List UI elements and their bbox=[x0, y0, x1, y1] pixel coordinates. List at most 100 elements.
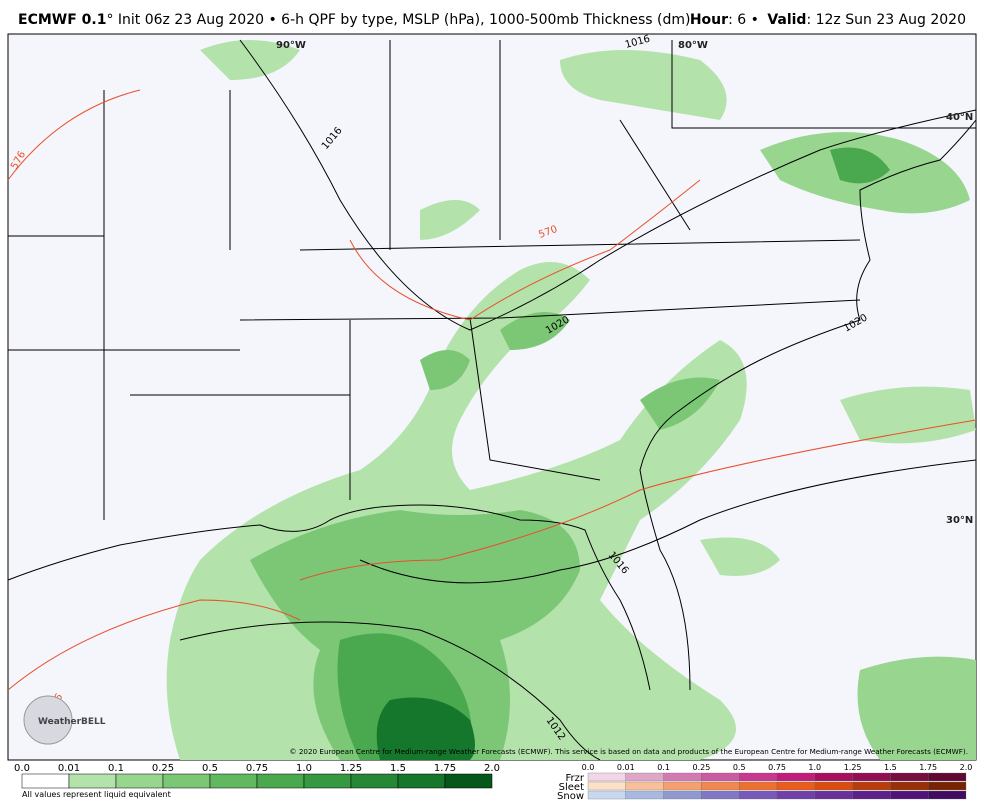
legend-row-label: Snow bbox=[557, 791, 584, 802]
legend-swatch bbox=[928, 790, 967, 800]
rain-area bbox=[640, 377, 720, 430]
legend-swatch bbox=[625, 790, 664, 800]
legend-swatch bbox=[587, 790, 626, 800]
legend-swatch bbox=[928, 781, 967, 791]
legend-swatch bbox=[776, 781, 815, 791]
legend-label: 0.75 bbox=[246, 763, 268, 774]
legend-swatch bbox=[587, 772, 626, 782]
legend-swatch bbox=[852, 790, 891, 800]
legend-swatch bbox=[444, 773, 493, 789]
valid-value: : 12z Sun 23 Aug 2020 bbox=[806, 12, 966, 28]
legend-swatch bbox=[739, 781, 778, 791]
hour-value: : 6 • bbox=[728, 12, 759, 28]
rain-area bbox=[376, 697, 475, 760]
rain-area bbox=[200, 40, 300, 80]
legend-swatch bbox=[701, 781, 740, 791]
valid-label: Valid bbox=[767, 12, 807, 28]
legend-swatch bbox=[890, 781, 929, 791]
rain-area bbox=[700, 537, 780, 576]
legend-row-label: Sleet bbox=[559, 782, 584, 793]
legend-label: 0.75 bbox=[768, 763, 786, 772]
logo: WeatherBELL bbox=[38, 717, 106, 727]
legend-swatch bbox=[209, 773, 258, 789]
rain-area bbox=[830, 147, 890, 184]
isobar bbox=[239, 39, 977, 331]
legend-swatch bbox=[663, 781, 702, 791]
legend-label: 1.0 bbox=[296, 763, 312, 774]
rain-area bbox=[857, 656, 976, 760]
thickness-line bbox=[7, 89, 977, 581]
legend-swatch bbox=[625, 781, 664, 791]
legend-label: 0.1 bbox=[108, 763, 124, 774]
legend-label: 1.5 bbox=[390, 763, 406, 774]
legend-swatch bbox=[852, 772, 891, 782]
legend-swatch bbox=[739, 772, 778, 782]
logo-globe bbox=[23, 695, 73, 745]
legend-swatch bbox=[928, 772, 967, 782]
legend-label: 2.0 bbox=[960, 763, 973, 772]
legend-label: 1.0 bbox=[808, 763, 821, 772]
legend-swatch bbox=[739, 790, 778, 800]
copyright: © 2020 European Centre for Medium-range … bbox=[289, 747, 968, 756]
legend-swatch bbox=[852, 781, 891, 791]
latitude-label: 30°N bbox=[946, 515, 973, 526]
legend-swatch bbox=[625, 772, 664, 782]
legend-label: 0.5 bbox=[202, 763, 218, 774]
legend-swatch bbox=[776, 772, 815, 782]
run-description: ° Init 06z 23 Aug 2020 • 6-h QPF by type… bbox=[106, 12, 691, 28]
legend-label: 1.25 bbox=[844, 763, 862, 772]
legend-label: 1.75 bbox=[434, 763, 456, 774]
rain-area bbox=[420, 350, 470, 390]
legend-swatch bbox=[256, 773, 305, 789]
legend-note: All values represent liquid equivalent bbox=[22, 790, 171, 799]
legend-swatch bbox=[115, 773, 164, 789]
legend-swatch bbox=[21, 773, 70, 789]
longitude-label: 90°W bbox=[276, 40, 306, 51]
model-name: ECMWF 0.1 bbox=[18, 12, 107, 28]
legend-label: 0.0 bbox=[14, 763, 30, 774]
rain-area bbox=[560, 50, 727, 120]
legend-label: 0.0 bbox=[582, 763, 595, 772]
boundaries bbox=[7, 40, 977, 691]
legend-swatch bbox=[663, 772, 702, 782]
legend-label: 1.25 bbox=[340, 763, 362, 774]
legend-swatch bbox=[814, 772, 853, 782]
legend-swatch bbox=[162, 773, 211, 789]
legend-swatch bbox=[814, 790, 853, 800]
legend-label: 0.01 bbox=[58, 763, 80, 774]
coastline bbox=[7, 119, 977, 691]
rain-area bbox=[500, 312, 570, 350]
legend-label: 2.0 bbox=[484, 763, 500, 774]
thickness-line bbox=[7, 599, 301, 691]
legend-swatch bbox=[303, 773, 352, 789]
legend-swatch bbox=[397, 773, 446, 789]
hour-label: Hour bbox=[689, 12, 729, 28]
rain-area bbox=[250, 510, 580, 760]
longitude-label: 80°W bbox=[678, 40, 708, 51]
legend-swatch bbox=[587, 781, 626, 791]
legend-label: 0.5 bbox=[733, 763, 746, 772]
legend-swatch bbox=[701, 790, 740, 800]
legend-label: 1.75 bbox=[919, 763, 937, 772]
latitude-label: 40°N bbox=[946, 112, 973, 123]
legend-swatch bbox=[776, 790, 815, 800]
legend-swatch bbox=[890, 790, 929, 800]
legend-row-label: Frzr bbox=[566, 773, 585, 784]
legend-swatch bbox=[663, 790, 702, 800]
header: ECMWF 0.1° Init 06z 23 Aug 2020 • 6-h QP… bbox=[0, 0, 984, 34]
legend-swatch bbox=[814, 781, 853, 791]
isobar bbox=[179, 621, 601, 761]
legend-swatch bbox=[68, 773, 117, 789]
legend-label: 0.25 bbox=[152, 763, 174, 774]
precip bbox=[166, 40, 976, 760]
legend-label: 0.1 bbox=[657, 763, 670, 772]
legend-swatch bbox=[701, 772, 740, 782]
valid-info: Hour: 6 • Valid: 12z Sun 23 Aug 2020 bbox=[690, 12, 966, 28]
legend-swatch bbox=[350, 773, 399, 789]
title: ECMWF 0.1° Init 06z 23 Aug 2020 • 6-h QP… bbox=[18, 12, 690, 28]
legend-label: 0.01 bbox=[617, 763, 635, 772]
rain-area bbox=[840, 386, 976, 444]
state-line bbox=[8, 40, 976, 520]
